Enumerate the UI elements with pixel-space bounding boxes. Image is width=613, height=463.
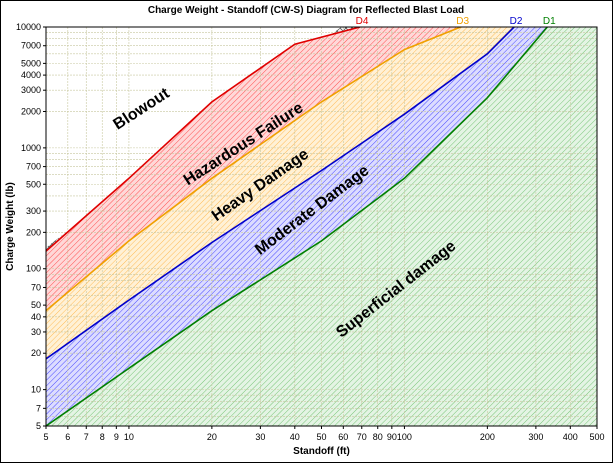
- y-tick-label: 10000: [16, 22, 41, 32]
- x-tick-label: 5: [43, 432, 48, 442]
- y-tick-label: 3000: [21, 85, 41, 95]
- curve-label-d1: D1: [543, 16, 556, 27]
- y-tick-label: 40: [31, 312, 41, 322]
- x-tick-label: 100: [397, 432, 412, 442]
- curve-label-d4: D4: [356, 16, 369, 27]
- x-tick-label: 200: [480, 432, 495, 442]
- superficial-damage-region: [46, 27, 597, 426]
- x-tick-label: 80: [373, 432, 383, 442]
- y-tick-label: 20: [31, 348, 41, 358]
- y-tick-label: 4000: [21, 70, 41, 80]
- x-tick-label: 60: [338, 432, 348, 442]
- x-tick-label: 500: [589, 432, 604, 442]
- y-tick-label: 100: [26, 264, 41, 274]
- y-axis-title: Charge Weight (lb): [5, 182, 16, 271]
- curve-label-d3: D3: [456, 16, 469, 27]
- y-tick-label: 7000: [21, 41, 41, 51]
- x-tick-label: 400: [563, 432, 578, 442]
- y-tick-label: 700: [26, 162, 41, 172]
- curve-d4: [46, 27, 361, 252]
- x-tick-label: 70: [357, 432, 367, 442]
- y-tick-label: 5000: [21, 58, 41, 68]
- x-tick-label: 90: [387, 432, 397, 442]
- x-tick-label: 40: [290, 432, 300, 442]
- curve-d1: [46, 27, 548, 426]
- y-tick-label: 10: [31, 385, 41, 395]
- moderate-damage-region: [46, 27, 548, 426]
- y-tick-label: 30: [31, 327, 41, 337]
- chart-title: Charge Weight - Standoff (CW-S) Diagram …: [148, 5, 464, 16]
- y-tick-label: 2000: [21, 106, 41, 116]
- y-tick-label: 500: [26, 179, 41, 189]
- y-tick-label: 50: [31, 300, 41, 310]
- x-tick-label: 20: [207, 432, 217, 442]
- x-tick-label: 50: [316, 432, 326, 442]
- curve-d2: [46, 27, 515, 360]
- curve-d3: [46, 27, 461, 312]
- x-tick-label: 7: [84, 432, 89, 442]
- hazardous-failure-region: [46, 27, 461, 311]
- y-tick-label: 5: [36, 421, 41, 431]
- curve-label-d2: D2: [510, 16, 523, 27]
- y-tick-label: 300: [26, 206, 41, 216]
- x-tick-label: 6: [65, 432, 70, 442]
- x-tick-label: 9: [114, 432, 119, 442]
- y-tick-label: 7: [36, 403, 41, 413]
- x-tick-label: 300: [528, 432, 543, 442]
- x-tick-label: 8: [100, 432, 105, 442]
- x-axis-title: Standoff (ft): [293, 446, 350, 457]
- y-tick-label: 200: [26, 227, 41, 237]
- x-tick-label: 30: [255, 432, 265, 442]
- y-tick-label: 1000: [21, 143, 41, 153]
- y-tick-label: 70: [31, 282, 41, 292]
- region-label-blowout: Blowout: [110, 85, 173, 134]
- x-tick-label: 10: [124, 432, 134, 442]
